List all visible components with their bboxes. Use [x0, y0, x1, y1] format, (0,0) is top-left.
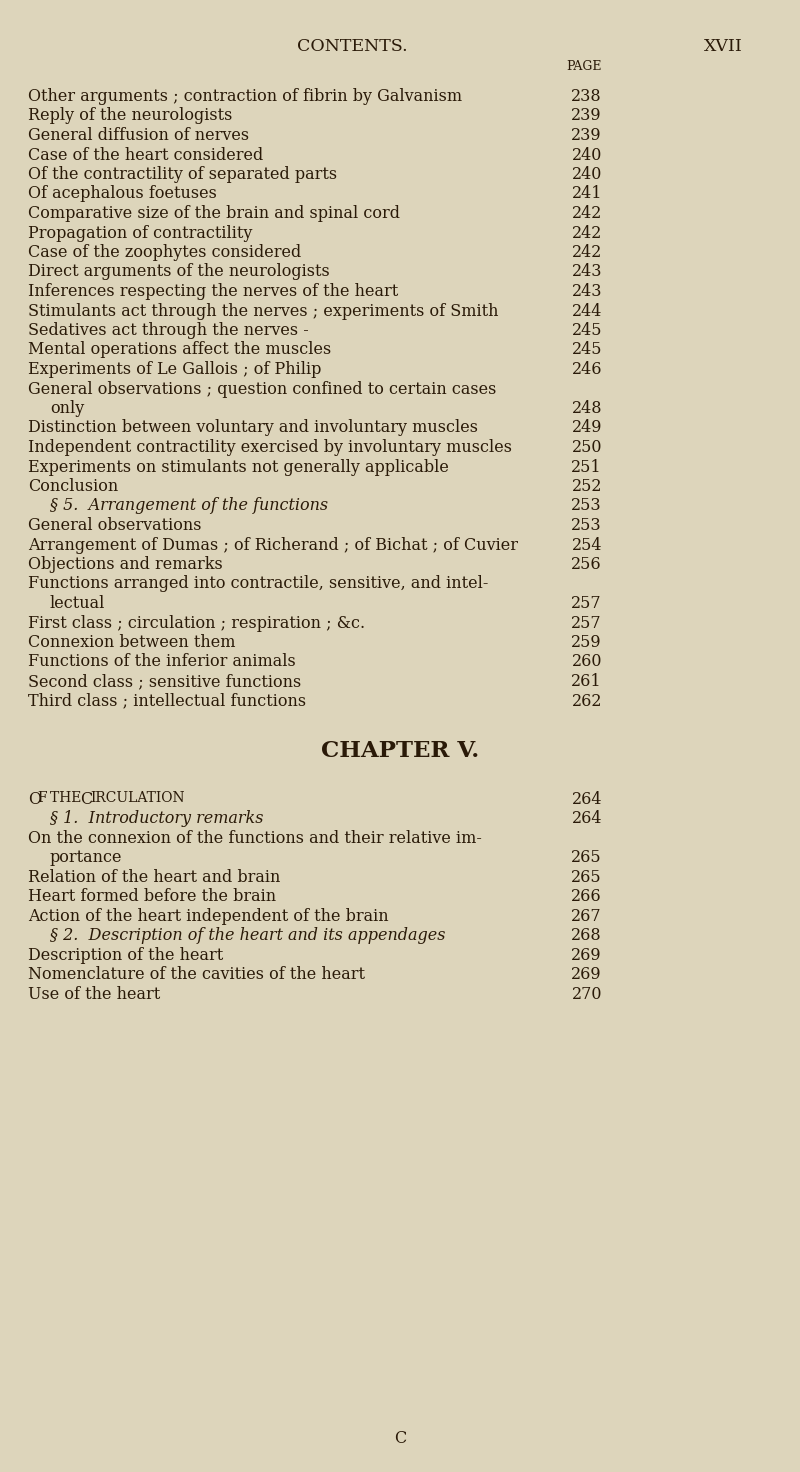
Text: Independent contractility exercised by involuntary muscles: Independent contractility exercised by i…	[28, 439, 512, 456]
Text: Experiments of Le Gallois ; of Philip: Experiments of Le Gallois ; of Philip	[28, 361, 322, 378]
Text: 257: 257	[571, 614, 602, 631]
Text: § 2.  Description of the heart and its appendages: § 2. Description of the heart and its ap…	[50, 927, 446, 944]
Text: PAGE: PAGE	[566, 60, 602, 74]
Text: 269: 269	[571, 966, 602, 983]
Text: 262: 262	[571, 692, 602, 710]
Text: Case of the heart considered: Case of the heart considered	[28, 147, 263, 163]
Text: Use of the heart: Use of the heart	[28, 986, 160, 1002]
Text: portance: portance	[50, 849, 122, 866]
Text: Arrangement of Dumas ; of Richerand ; of Bichat ; of Cuvier: Arrangement of Dumas ; of Richerand ; of…	[28, 536, 518, 553]
Text: 270: 270	[571, 986, 602, 1002]
Text: Description of the heart: Description of the heart	[28, 946, 223, 964]
Text: Reply of the neurologists: Reply of the neurologists	[28, 107, 232, 125]
Text: 238: 238	[571, 88, 602, 105]
Text: C: C	[80, 790, 92, 808]
Text: 242: 242	[572, 205, 602, 222]
Text: 257: 257	[571, 595, 602, 612]
Text: Second class ; sensitive functions: Second class ; sensitive functions	[28, 673, 302, 690]
Text: 241: 241	[571, 185, 602, 203]
Text: 266: 266	[571, 888, 602, 905]
Text: 245: 245	[571, 342, 602, 359]
Text: Comparative size of the brain and spinal cord: Comparative size of the brain and spinal…	[28, 205, 400, 222]
Text: Mental operations affect the muscles: Mental operations affect the muscles	[28, 342, 331, 359]
Text: 268: 268	[571, 927, 602, 944]
Text: 239: 239	[571, 107, 602, 125]
Text: 253: 253	[571, 498, 602, 515]
Text: 252: 252	[571, 478, 602, 495]
Text: Sedatives act through the nerves -: Sedatives act through the nerves -	[28, 322, 309, 339]
Text: On the connexion of the functions and their relative im-: On the connexion of the functions and th…	[28, 830, 482, 846]
Text: 243: 243	[571, 263, 602, 281]
Text: 254: 254	[571, 536, 602, 553]
Text: Action of the heart independent of the brain: Action of the heart independent of the b…	[28, 908, 389, 924]
Text: O: O	[28, 790, 41, 808]
Text: 261: 261	[571, 673, 602, 690]
Text: Conclusion: Conclusion	[28, 478, 118, 495]
Text: Case of the zoophytes considered: Case of the zoophytes considered	[28, 244, 302, 261]
Text: 242: 242	[572, 225, 602, 241]
Text: General observations: General observations	[28, 517, 202, 534]
Text: Third class ; intellectual functions: Third class ; intellectual functions	[28, 692, 306, 710]
Text: 240: 240	[572, 166, 602, 183]
Text: CONTENTS.: CONTENTS.	[297, 38, 407, 54]
Text: Nomenclature of the cavities of the heart: Nomenclature of the cavities of the hear…	[28, 966, 365, 983]
Text: THE: THE	[50, 790, 86, 805]
Text: Distinction between voluntary and involuntary muscles: Distinction between voluntary and involu…	[28, 420, 478, 437]
Text: only: only	[50, 400, 84, 417]
Text: XVII: XVII	[704, 38, 743, 54]
Text: 243: 243	[571, 283, 602, 300]
Text: Propagation of contractility: Propagation of contractility	[28, 225, 252, 241]
Text: 265: 265	[571, 849, 602, 866]
Text: General observations ; question confined to certain cases: General observations ; question confined…	[28, 380, 496, 397]
Text: 249: 249	[571, 420, 602, 437]
Text: 251: 251	[571, 458, 602, 475]
Text: 242: 242	[572, 244, 602, 261]
Text: C: C	[394, 1429, 406, 1447]
Text: 244: 244	[572, 303, 602, 319]
Text: Other arguments ; contraction of fibrin by Galvanism: Other arguments ; contraction of fibrin …	[28, 88, 462, 105]
Text: 250: 250	[571, 439, 602, 456]
Text: First class ; circulation ; respiration ; &c.: First class ; circulation ; respiration …	[28, 614, 365, 631]
Text: Of the contractility of separated parts: Of the contractility of separated parts	[28, 166, 337, 183]
Text: 260: 260	[571, 654, 602, 671]
Text: 264: 264	[571, 810, 602, 827]
Text: lectual: lectual	[50, 595, 106, 612]
Text: Experiments on stimulants not generally applicable: Experiments on stimulants not generally …	[28, 458, 449, 475]
Text: 256: 256	[571, 556, 602, 573]
Text: 269: 269	[571, 946, 602, 964]
Text: 253: 253	[571, 517, 602, 534]
Text: Objections and remarks: Objections and remarks	[28, 556, 222, 573]
Text: 245: 245	[571, 322, 602, 339]
Text: Stimulants act through the nerves ; experiments of Smith: Stimulants act through the nerves ; expe…	[28, 303, 498, 319]
Text: Direct arguments of the neurologists: Direct arguments of the neurologists	[28, 263, 330, 281]
Text: 264: 264	[571, 790, 602, 808]
Text: 240: 240	[572, 147, 602, 163]
Text: CHAPTER V.: CHAPTER V.	[321, 740, 479, 762]
Text: 267: 267	[571, 908, 602, 924]
Text: 248: 248	[571, 400, 602, 417]
Text: 239: 239	[571, 127, 602, 144]
Text: IRCULATION: IRCULATION	[90, 790, 185, 805]
Text: F: F	[38, 790, 52, 805]
Text: § 5.  Arrangement of the functions: § 5. Arrangement of the functions	[50, 498, 328, 515]
Text: 265: 265	[571, 868, 602, 886]
Text: Connexion between them: Connexion between them	[28, 634, 235, 651]
Text: § 1.  Introductory remarks: § 1. Introductory remarks	[50, 810, 263, 827]
Text: 246: 246	[571, 361, 602, 378]
Text: Functions arranged into contractile, sensitive, and intel-: Functions arranged into contractile, sen…	[28, 576, 488, 593]
Text: Inferences respecting the nerves of the heart: Inferences respecting the nerves of the …	[28, 283, 398, 300]
Text: Of acephalous foetuses: Of acephalous foetuses	[28, 185, 217, 203]
Text: General diffusion of nerves: General diffusion of nerves	[28, 127, 249, 144]
Text: Relation of the heart and brain: Relation of the heart and brain	[28, 868, 280, 886]
Text: Functions of the inferior animals: Functions of the inferior animals	[28, 654, 296, 671]
Text: 259: 259	[571, 634, 602, 651]
Text: Heart formed before the brain: Heart formed before the brain	[28, 888, 276, 905]
